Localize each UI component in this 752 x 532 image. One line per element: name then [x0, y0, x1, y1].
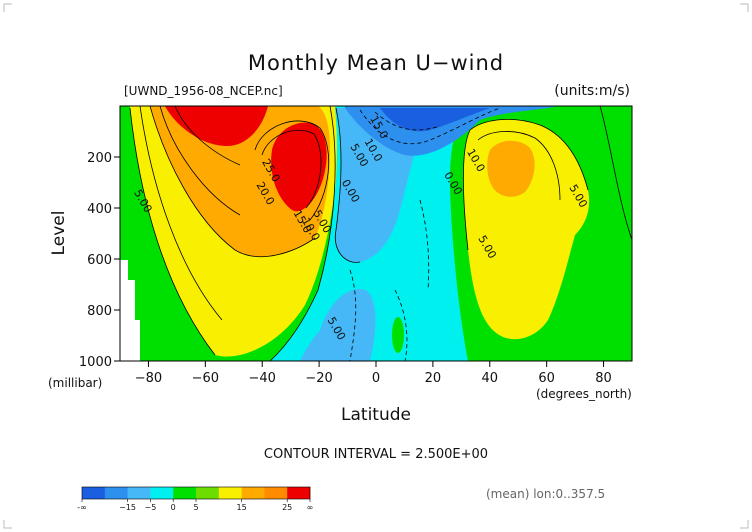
colorbar-label: 0 — [171, 503, 176, 512]
colorbar-swatch — [196, 487, 220, 499]
corner-mark-bottom-left — [3, 520, 12, 529]
x-tick-label: 80 — [595, 371, 612, 386]
colorbar-swatch — [150, 487, 174, 499]
plot-area: 5.00 20.025.015.010.05.000.005.0010.015.0… — [120, 106, 632, 361]
x-tick-label: 40 — [482, 371, 499, 386]
colorbar-label: ∞ — [307, 503, 314, 512]
y-axis-label: Level — [49, 211, 69, 256]
region-missing-data — [120, 260, 140, 361]
footer-note: (mean) lon:0..357.5 — [486, 487, 605, 501]
contour-lines-dashed — [349, 107, 501, 361]
contour-interval-label: CONTOUR INTERVAL = 2.500E+00 — [264, 447, 488, 462]
x-tick-label: 0 — [372, 371, 380, 386]
region-south-strat-jet-core — [165, 106, 268, 147]
colorbar-label: 25 — [282, 503, 292, 512]
x-axis-unit: (degrees_north) — [536, 387, 632, 401]
region-green-island — [392, 317, 404, 353]
dataset-label: [UWND_1956-08_NCEP.nc] — [124, 84, 283, 98]
contour-lines — [129, 106, 632, 361]
colorbar-label: 5 — [193, 503, 198, 512]
x-tick-label: −60 — [192, 371, 219, 386]
x-tick-label: 20 — [425, 371, 442, 386]
colorbar-swatch — [218, 487, 242, 499]
region-stratospheric-easterly-core — [380, 108, 490, 132]
colorbar-label: -∞ — [77, 503, 87, 512]
colorbar-label: −5 — [145, 503, 157, 512]
region-lower-blue — [300, 289, 376, 361]
x-axis-label: Latitude — [341, 405, 411, 425]
y-tick-label: 200 — [87, 151, 112, 166]
chart-title: Monthly Mean U−wind — [248, 51, 504, 75]
corner-mark-top-right — [740, 3, 749, 12]
y-tick-label: 400 — [87, 202, 112, 217]
corner-mark-bottom-right — [740, 520, 749, 529]
colorbar-swatch — [241, 487, 265, 499]
x-axis: −80 −60 −40 −20 0 20 40 60 80 — [135, 361, 612, 386]
x-tick-label: −80 — [135, 371, 162, 386]
y-axis-unit: (millibar) — [48, 376, 102, 390]
x-tick-label: 60 — [538, 371, 555, 386]
corner-mark-top-left — [3, 3, 12, 12]
region-south-subtropical-jet-core — [271, 122, 327, 212]
colorbar-swatch — [287, 487, 311, 499]
colorbar-swatch — [82, 487, 106, 499]
x-tick-label: −20 — [305, 371, 332, 386]
y-tick-label: 600 — [87, 253, 112, 268]
y-axis: 200 400 600 800 1000 — [79, 151, 120, 370]
x-tick-label: −40 — [249, 371, 276, 386]
colorbar-label: −15 — [119, 503, 136, 512]
colorbar: -∞ −15 −5 0 5 15 25 ∞ — [77, 486, 314, 512]
colorbar-swatch — [264, 487, 288, 499]
colorbar-swatch — [173, 487, 197, 499]
units-label: (units:m/s) — [554, 83, 630, 99]
colorbar-swatch — [104, 487, 128, 499]
y-tick-label: 1000 — [79, 355, 112, 370]
colorbar-label: 15 — [237, 503, 247, 512]
region-north-15-25 — [487, 140, 535, 197]
colorbar-swatch — [127, 487, 151, 499]
y-tick-label: 800 — [87, 304, 112, 319]
